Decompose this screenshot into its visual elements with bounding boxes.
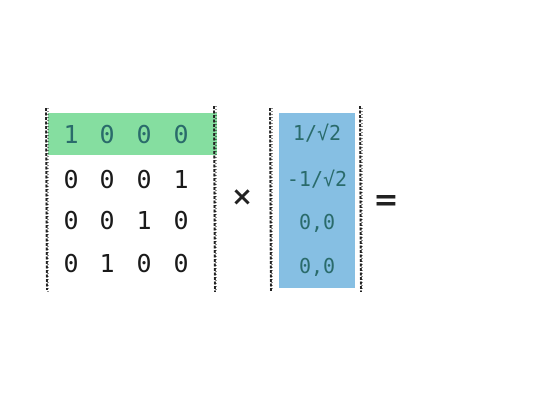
matrix-cell: 0	[136, 120, 151, 149]
vector-column-fill	[279, 113, 355, 288]
vector-cell: -1/√2	[287, 167, 347, 191]
matrix-cell: 0	[99, 206, 114, 235]
vector-cell: 1/√2	[293, 121, 341, 145]
matrix-cell: 0	[136, 249, 151, 278]
matrix-cell: 1	[136, 206, 151, 235]
matrix-cell: 0	[99, 165, 114, 194]
multiply-operator: ×	[231, 182, 253, 212]
vector-cell: 0,0	[299, 210, 335, 234]
matrix-cell: 0	[99, 120, 114, 149]
matrix-cell: 1	[99, 249, 114, 278]
matrix-cell: 0	[173, 206, 188, 235]
vector-cells: 1/√2 -1/√2 0,0 0,0	[287, 121, 347, 278]
matrix-right-bracket	[213, 105, 217, 293]
matrix-left-bracket	[45, 107, 49, 292]
vector-cell: 0,0	[299, 254, 335, 278]
matrix-cell: 1	[173, 165, 188, 194]
matrix-cell: 0	[173, 120, 188, 149]
matrix-cell: 0	[173, 249, 188, 278]
matrix-cells: 1 0 0 00 0 0 10 0 1 00 1 0 0	[63, 120, 188, 278]
matrix-cell: 0	[63, 165, 78, 194]
vector-right-bracket	[359, 105, 363, 293]
matrix-cell: 0	[63, 249, 78, 278]
matrix-cell: 0	[63, 206, 78, 235]
matrix-cell: 1	[63, 120, 78, 149]
matrix-cell: 0	[136, 165, 151, 194]
equals-operator: =	[373, 183, 398, 218]
vector-left-bracket	[269, 107, 273, 293]
highlighted-row-band	[48, 113, 217, 155]
